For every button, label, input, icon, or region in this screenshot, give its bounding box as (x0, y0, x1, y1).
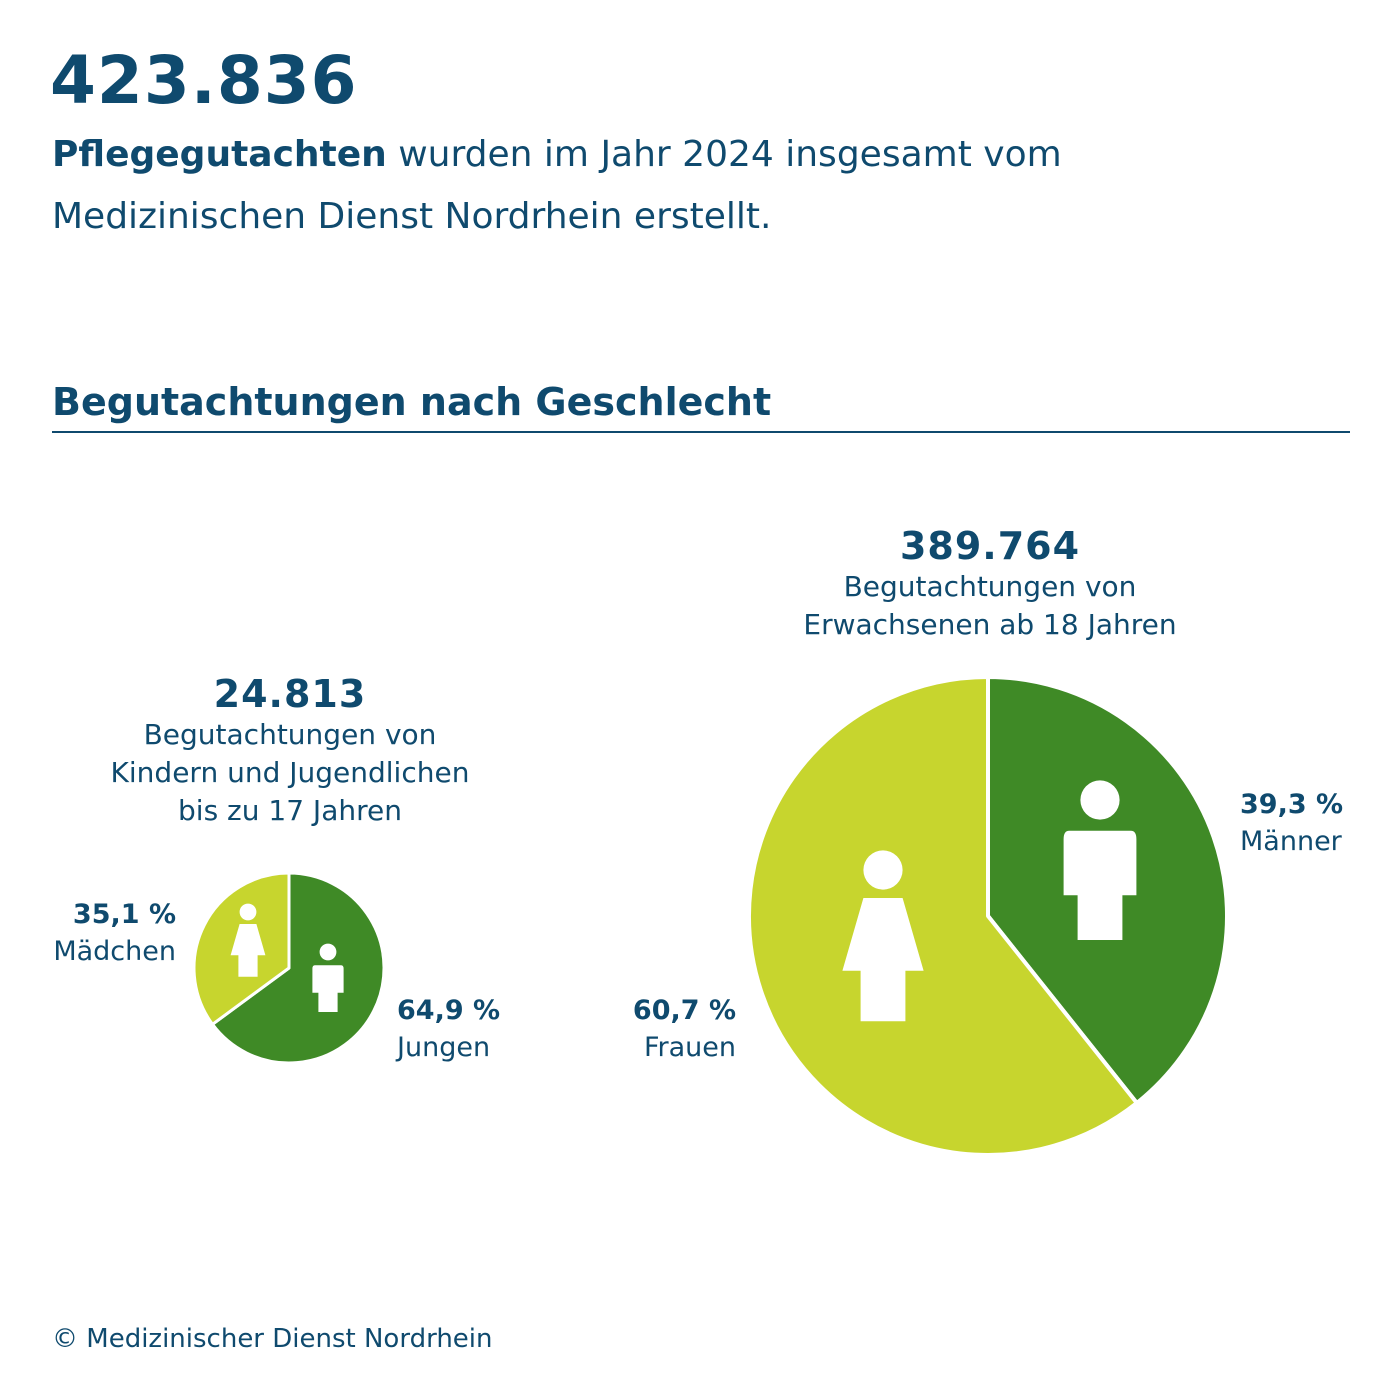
adults-desc-line2: Erwachsenen ab 18 Jahren (803, 608, 1177, 641)
kids-desc-line3: bis zu 17 Jahren (178, 794, 402, 827)
label-maedchen: 35,1 % Mädchen (48, 896, 176, 970)
kids-desc-line1: Begutachtungen von (143, 718, 437, 751)
kids-number: 24.813 (213, 672, 367, 716)
label-maedchen-value: 35,1 % (72, 899, 176, 930)
adults-number: 389.764 (899, 524, 1081, 568)
female-person-icon (230, 903, 266, 977)
label-jungen-value: 64,9 % (397, 995, 501, 1026)
copyright-footer: © Medizinischer Dienst Nordrhein (52, 1324, 493, 1354)
label-maedchen-name: Mädchen (53, 936, 176, 967)
label-frauen-value: 60,7 % (632, 995, 736, 1026)
adults-slice-frauen (747, 675, 1139, 1157)
kids-summary: 24.813 Begutachtungen von Kindern und Ju… (90, 672, 490, 830)
kids-desc-line2: Kindern und Jugendlichen (110, 756, 470, 789)
male-person-icon (1063, 780, 1137, 940)
label-frauen-name: Frauen (643, 1032, 736, 1063)
section-title: Begutachtungen nach Geschlecht (52, 380, 772, 424)
label-maenner: 39,3 % Männer (1240, 786, 1380, 860)
label-maenner-value: 39,3 % (1240, 789, 1344, 820)
kids-slice-jungen (210, 871, 386, 1065)
label-maenner-name: Männer (1240, 826, 1342, 857)
label-jungen: 64,9 % Jungen (397, 992, 537, 1066)
total-number: 423.836 (50, 42, 358, 119)
headline-text: Pflegegutachten wurden im Jahr 2024 insg… (52, 124, 1302, 248)
section-divider (52, 431, 1350, 433)
adults-desc-line1: Begutachtungen von (843, 570, 1137, 603)
label-frauen: 60,7 % Frauen (596, 992, 736, 1066)
female-person-icon (842, 850, 924, 1022)
headline-bold: Pflegegutachten (52, 134, 387, 175)
male-person-icon (312, 943, 344, 1012)
label-jungen-name: Jungen (397, 1032, 491, 1063)
headline-rest: wurden im Jahr 2024 insgesamt vom Medizi… (52, 134, 1062, 237)
adults-summary: 389.764 Begutachtungen von Erwachsenen a… (790, 524, 1190, 644)
